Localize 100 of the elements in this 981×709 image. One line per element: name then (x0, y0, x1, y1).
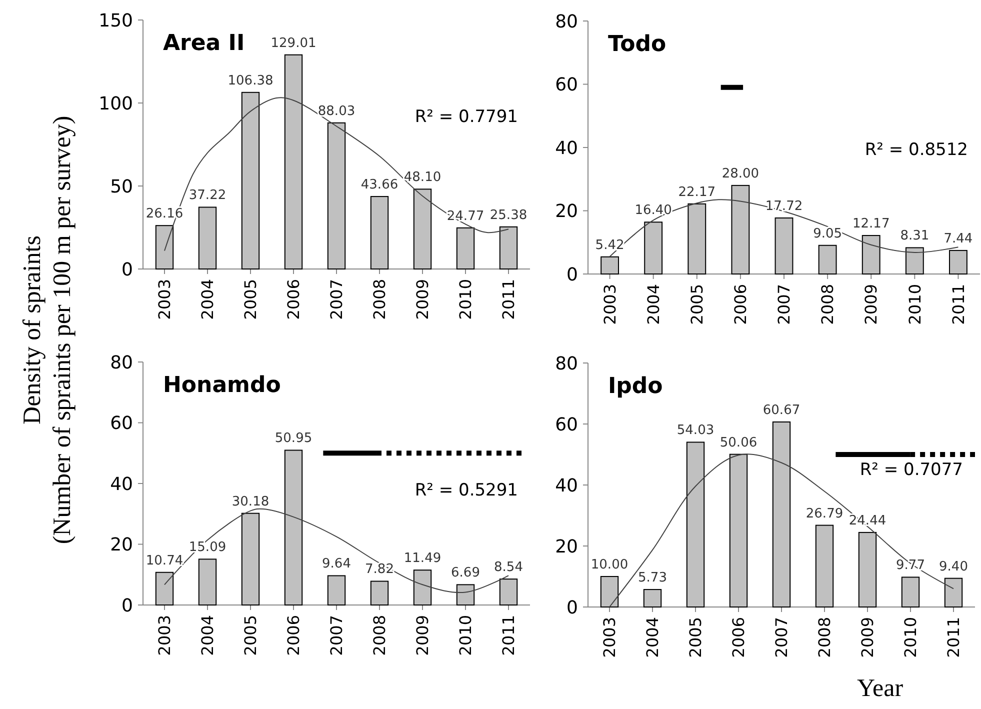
x-tick-label: 2011 (499, 615, 518, 656)
data-label: 12.17 (852, 216, 890, 232)
data-label: 8.54 (494, 560, 523, 576)
x-tick-label: 2007 (772, 617, 792, 658)
data-label: 37.22 (188, 188, 226, 204)
data-label: 6.69 (451, 566, 480, 581)
annotation: R² = 0.8512 (864, 140, 968, 160)
x-tick-label: 2011 (944, 617, 964, 658)
bar (949, 250, 968, 274)
y-tick-label: 0 (122, 595, 133, 616)
bar (456, 227, 475, 270)
y-tick-label: 80 (110, 352, 133, 374)
data-label: 11.49 (404, 551, 442, 566)
bar (818, 244, 837, 274)
bar (241, 92, 260, 270)
y-tick-label: 150 (98, 10, 133, 32)
y-tick-label: 0 (122, 259, 133, 280)
y-tick-label: 60 (555, 74, 578, 96)
bar (815, 524, 834, 608)
data-label: 5.42 (595, 238, 624, 253)
bar (284, 54, 303, 270)
x-tick-label: 2008 (815, 617, 834, 658)
x-tick-label: 2006 (284, 279, 304, 320)
data-label: 5.73 (638, 570, 667, 586)
text: Ipdo (608, 374, 663, 399)
data-label: 25.38 (490, 208, 528, 223)
x-tick-label: 2009 (858, 617, 878, 658)
bar (198, 206, 217, 270)
data-label: 30.18 (232, 494, 270, 510)
bar (370, 196, 389, 270)
bar (688, 203, 706, 274)
data-label: 54.03 (676, 423, 714, 438)
data-label: 129.01 (270, 36, 316, 51)
bar (284, 450, 303, 606)
bar (944, 578, 963, 608)
bar (155, 572, 174, 606)
y-tick-label: 40 (110, 474, 133, 495)
data-label: 43.66 (360, 178, 398, 193)
bar (644, 222, 663, 274)
data-label: 16.40 (634, 203, 672, 218)
x-tick-label: 2011 (948, 284, 968, 325)
x-tick-label: 2010 (901, 617, 920, 658)
bar (198, 558, 217, 606)
y-tick-label: 40 (555, 475, 578, 496)
x-tick-label: 2006 (284, 615, 304, 656)
y-tick-label: 60 (555, 414, 578, 436)
x-tick-label: 2003 (155, 615, 174, 656)
data-label: 7.44 (944, 231, 973, 246)
data-label: 17.72 (765, 198, 803, 214)
bar (413, 188, 432, 270)
y-tick-label: 20 (555, 536, 578, 558)
bar (858, 532, 877, 608)
data-label: 9.40 (939, 559, 968, 574)
data-label: 106.38 (228, 73, 274, 88)
x-tick-label: 2009 (862, 284, 881, 325)
x-tick-label: 2007 (327, 279, 346, 320)
y-tick-label: 0 (566, 597, 578, 618)
x-tick-label: 2004 (643, 617, 662, 658)
bar (901, 576, 920, 608)
x-tick-label: 2004 (198, 279, 218, 320)
bar (729, 454, 748, 608)
bar (456, 584, 475, 606)
bar (370, 580, 389, 606)
y-axis-title: Density of spraints (Number of spraints per 100 m per survey) (19, 116, 76, 544)
bar (155, 225, 174, 270)
x-tick-label: 2010 (456, 615, 476, 656)
y-tick-label: 20 (110, 534, 133, 556)
data-label: 10.74 (146, 553, 184, 568)
x-tick-label: 2009 (413, 279, 432, 320)
annotation: R² = 0.7077 (860, 460, 963, 480)
x-tick-label: 2006 (729, 617, 748, 658)
data-label: 9.05 (813, 226, 842, 242)
data-label: 22.17 (678, 184, 716, 200)
x-tick-label: 2006 (731, 284, 750, 325)
y-tick-label: 40 (555, 138, 578, 159)
x-tick-label: 2004 (198, 615, 218, 656)
bar (731, 184, 750, 274)
x-tick-label: 2009 (413, 615, 432, 656)
annotation: R² = 0.7791 (414, 107, 518, 128)
x-tick-label: 2008 (370, 615, 390, 656)
data-label: 7.82 (365, 562, 394, 578)
data-label: 8.31 (900, 228, 930, 244)
bar (413, 570, 432, 606)
x-tick-label: 2005 (686, 617, 706, 658)
bar (327, 575, 346, 606)
data-label: 88.03 (318, 104, 356, 119)
y-tick-label: 50 (110, 176, 133, 198)
data-label: 10.00 (590, 558, 628, 572)
x-axis-title: Year (856, 675, 904, 702)
x-tick-label: 2007 (774, 284, 794, 325)
y-tick-label: 80 (555, 353, 578, 374)
bar (686, 442, 705, 608)
y-tick-label: 100 (98, 93, 133, 114)
y-tick-label: 0 (566, 264, 578, 286)
data-label: 9.64 (322, 556, 351, 572)
bar (862, 235, 880, 274)
x-tick-label: 2010 (905, 284, 924, 325)
text: Area II (163, 31, 245, 56)
annotation: R² = 0.5291 (414, 480, 518, 501)
bar (643, 589, 662, 608)
